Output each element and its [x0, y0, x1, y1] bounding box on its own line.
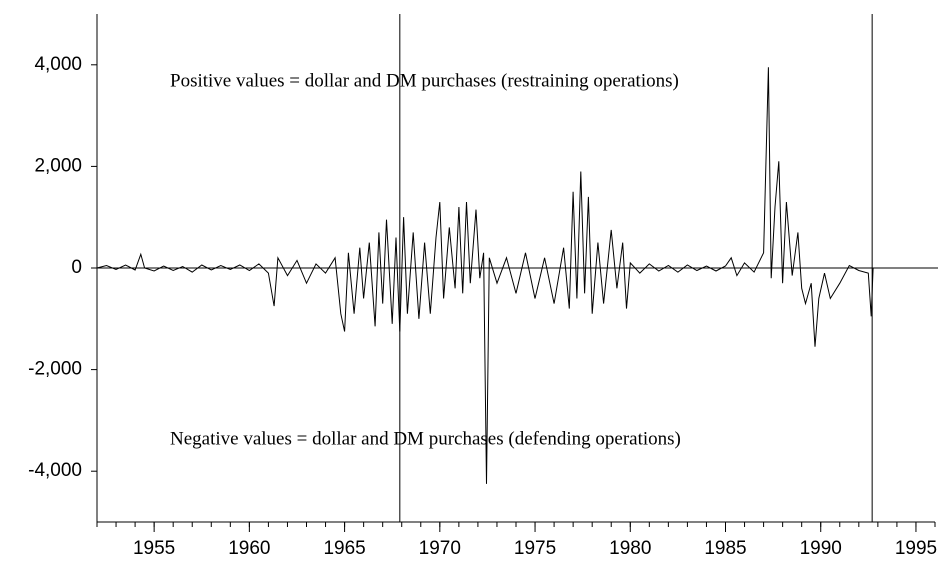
x-tick-label: 1995 — [895, 538, 937, 559]
y-tick-label: -4,000 — [28, 460, 82, 481]
y-tick-label: -2,000 — [28, 359, 82, 380]
y-tick-label: 2,000 — [34, 155, 82, 176]
x-tick-label: 1965 — [323, 538, 365, 559]
x-tick-label: 1990 — [800, 538, 842, 559]
annotation: Negative values = dollar and DM purchase… — [170, 428, 681, 449]
x-tick-label: 1975 — [514, 538, 556, 559]
x-tick-label: 1985 — [704, 538, 746, 559]
y-tick-label: 4,000 — [34, 54, 82, 75]
y-tick-label: 0 — [71, 257, 82, 278]
x-tick-label: 1970 — [419, 538, 461, 559]
x-tick-label: 1980 — [609, 538, 651, 559]
series-line — [96, 67, 874, 484]
x-tick-label: 1960 — [228, 538, 270, 559]
annotation: Positive values = dollar and DM purchase… — [170, 70, 679, 91]
x-tick-label: 1955 — [133, 538, 175, 559]
